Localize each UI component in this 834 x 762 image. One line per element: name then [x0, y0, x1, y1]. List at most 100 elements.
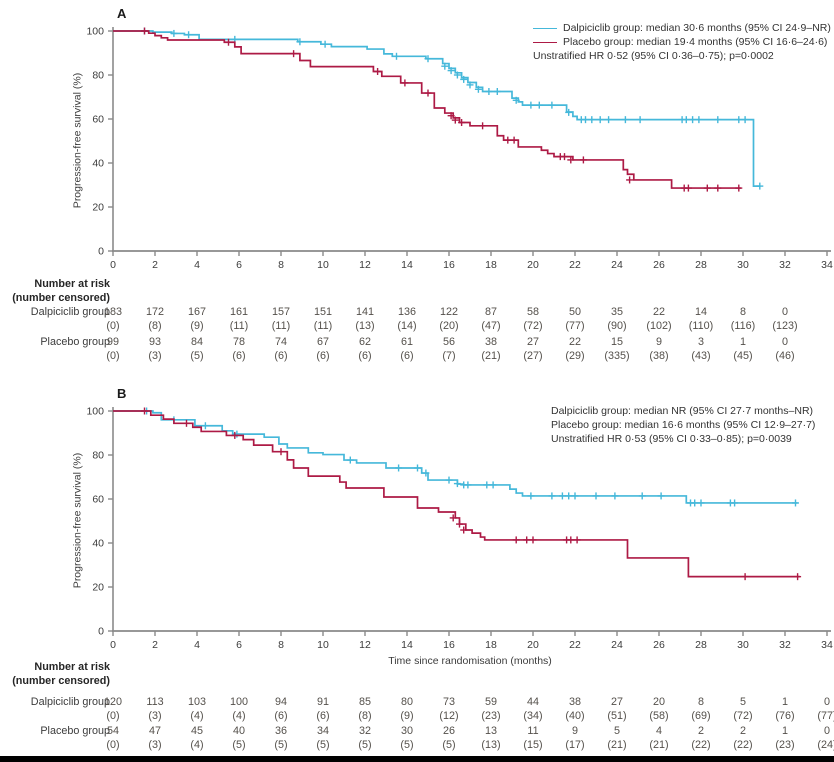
risk-count: 93: [148, 336, 161, 348]
x-tick-label: 22: [569, 639, 581, 651]
x-tick-label: 14: [401, 259, 413, 271]
y-tick-label: 20: [92, 582, 104, 594]
risk-count: 27: [526, 336, 539, 348]
x-tick-label: 28: [695, 639, 707, 651]
risk-table-header-line1: Number at risk: [34, 661, 110, 673]
figure-bottom-border: [0, 756, 834, 762]
x-tick-label: 34: [821, 259, 833, 271]
x-tick-label: 22: [569, 259, 581, 271]
censored-count: (15): [523, 739, 543, 751]
risk-count: 30: [400, 725, 413, 737]
risk-count: 80: [400, 696, 413, 708]
censored-count: (5): [358, 739, 372, 751]
censored-count: (13): [481, 739, 501, 751]
censored-count: (0): [106, 320, 120, 332]
censored-count: (6): [316, 710, 330, 722]
censored-count: (22): [733, 739, 753, 751]
censored-count: (29): [565, 350, 585, 362]
risk-table-header-line1: Number at risk: [34, 278, 110, 290]
x-tick-label: 4: [194, 259, 200, 271]
censored-count: (58): [649, 710, 669, 722]
risk-count: 100: [229, 696, 248, 708]
censored-count: (20): [439, 320, 459, 332]
risk-count: 73: [442, 696, 455, 708]
censored-count: (34): [523, 710, 543, 722]
x-tick-label: 30: [737, 639, 749, 651]
censored-count: (3): [148, 710, 162, 722]
risk-count: 11: [527, 725, 539, 737]
x-tick-label: 10: [317, 259, 329, 271]
placebo-line-swatch: [533, 41, 557, 43]
risk-count: 13: [484, 725, 497, 737]
risk-count: 67: [316, 336, 329, 348]
censored-count: (51): [607, 710, 627, 722]
risk-count: 58: [526, 306, 539, 318]
x-tick-label: 32: [779, 639, 791, 651]
x-tick-label: 12: [359, 259, 371, 271]
risk-count: 44: [526, 696, 539, 708]
y-axis-label-b: Progression-free survival (%): [71, 452, 84, 589]
x-tick-label: 14: [401, 639, 413, 651]
censored-count: (77): [817, 710, 834, 722]
risk-count: 1: [781, 725, 788, 737]
censored-count: (45): [733, 350, 753, 362]
risk-count: 85: [358, 696, 371, 708]
censored-count: (23): [481, 710, 501, 722]
panel-b-label: B: [117, 386, 127, 401]
risk-count: 141: [355, 306, 374, 318]
risk-count: 15: [610, 336, 623, 348]
censored-count: (5): [190, 350, 204, 362]
censored-count: (0): [106, 350, 120, 362]
risk-count: 0: [781, 306, 788, 318]
risk-count: 157: [271, 306, 290, 318]
censored-count: (4): [190, 710, 204, 722]
y-tick-label: 60: [92, 494, 104, 506]
risk-count: 113: [146, 696, 164, 708]
risk-table-header-line2: (number censored): [12, 675, 110, 687]
censored-count: (13): [355, 320, 375, 332]
censored-count: (5): [316, 739, 330, 751]
x-tick-label: 8: [278, 639, 284, 651]
y-tick-label: 80: [92, 70, 104, 82]
risk-table-row-label: Dalpiciclib group: [30, 306, 110, 318]
y-tick-label: 100: [86, 26, 104, 38]
censored-count: (11): [271, 320, 291, 332]
risk-count: 84: [190, 336, 203, 348]
risk-count: 91: [316, 696, 329, 708]
censored-count: (5): [442, 739, 456, 751]
censored-count: (116): [730, 320, 756, 332]
risk-count: 62: [358, 336, 371, 348]
risk-table-row-label: Placebo group: [40, 725, 110, 737]
censored-count: (69): [691, 710, 711, 722]
censored-count: (7): [442, 350, 456, 362]
x-tick-label: 4: [194, 639, 200, 651]
risk-count: 36: [274, 725, 287, 737]
risk-count: 74: [274, 336, 287, 348]
censored-count: (0): [106, 739, 120, 751]
censored-count: (5): [274, 739, 288, 751]
censored-count: (38): [649, 350, 669, 362]
censored-count: (4): [190, 739, 204, 751]
censored-count: (6): [400, 350, 414, 362]
x-tick-label: 24: [611, 259, 623, 271]
risk-count: 27: [610, 696, 623, 708]
legend-a-placebo-text: Placebo group: median 19·4 months (95% C…: [563, 36, 828, 48]
risk-count: 61: [400, 336, 413, 348]
censored-count: (123): [772, 320, 798, 332]
risk-count: 56: [442, 336, 455, 348]
risk-count: 22: [652, 306, 665, 318]
dalpiciclib-line-swatch: [533, 27, 557, 29]
risk-count: 99: [106, 336, 119, 348]
x-tick-label: 18: [485, 639, 497, 651]
risk-count: 120: [103, 696, 122, 708]
censored-count: (46): [775, 350, 795, 362]
risk-count: 35: [610, 306, 623, 318]
risk-count: 0: [823, 696, 830, 708]
y-tick-label: 0: [98, 626, 104, 638]
censored-count: (3): [148, 739, 162, 751]
censored-count: (9): [190, 320, 204, 332]
censored-count: (110): [688, 320, 714, 332]
x-tick-label: 0: [110, 259, 116, 271]
